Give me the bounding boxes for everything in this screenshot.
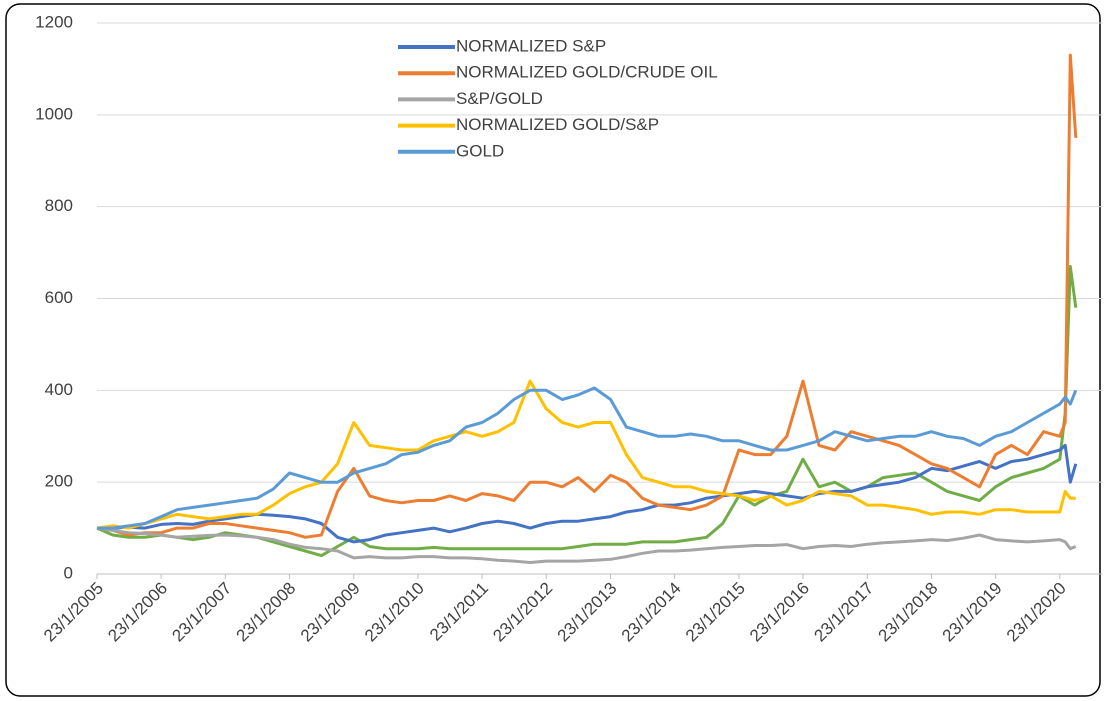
- y-tick-label: 800: [45, 196, 73, 215]
- y-tick-label: 400: [45, 380, 73, 399]
- legend-label: NORMALIZED GOLD/CRUDE OIL: [456, 63, 718, 82]
- y-tick-label: 1000: [35, 104, 73, 123]
- y-tick-label: 0: [64, 563, 73, 582]
- chart-frame: [5, 3, 1101, 697]
- legend-label: NORMALIZED S&P: [456, 36, 606, 55]
- legend-label: NORMALIZED GOLD/S&P: [456, 115, 659, 134]
- legend-label: GOLD: [456, 141, 504, 160]
- series-line: [96, 379, 1076, 530]
- series-line: [97, 386, 1078, 530]
- y-tick-label: 200: [45, 472, 73, 491]
- series-line: [96, 526, 1077, 564]
- y-tick-label: 1200: [35, 12, 73, 31]
- legend-label: S&P/GOLD: [456, 89, 543, 108]
- series-line: [96, 53, 1078, 539]
- series-line: [97, 443, 1078, 544]
- y-tick-label: 600: [45, 288, 73, 307]
